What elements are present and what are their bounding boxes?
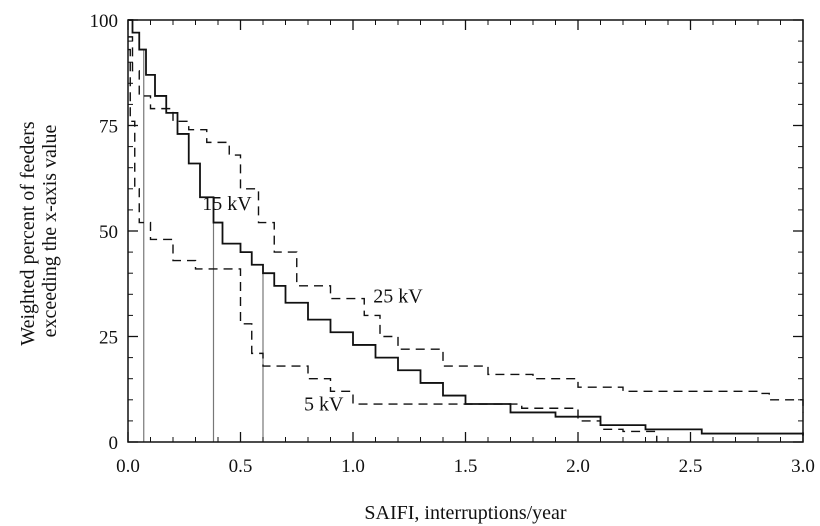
- series-labels: 15 kV 25 kV 5 kV: [202, 193, 423, 415]
- plot-frame: [127, 19, 804, 443]
- x-tick-label: 2.5: [679, 456, 703, 477]
- series-label-25-kv: 25 kV: [373, 286, 423, 308]
- y-axis-title-line-1: Weighted percent of feeders: [17, 121, 39, 346]
- x-axis-title: SAIFI, interruptions/year: [364, 502, 567, 524]
- y-axis-title: Weighted percent of feeders exceeding th…: [17, 116, 61, 345]
- y-tick-label: 50: [99, 222, 118, 243]
- y-tick-label: 25: [99, 328, 118, 349]
- series-line-5-kv: [128, 48, 658, 442]
- y-tick-label: 100: [90, 11, 119, 32]
- series-label-5-kv: 5 kV: [304, 393, 344, 415]
- tick-labels: 0.0 0.5 1.0 1.5 2.0 2.5 3.0 0 25 50 75 100: [90, 11, 815, 477]
- y-tick-label: 75: [99, 117, 118, 138]
- series-line-25-kv: [128, 36, 804, 413]
- x-tick-label: 2.0: [566, 456, 590, 477]
- x-tick-label: 1.5: [454, 456, 478, 477]
- y-axis-title-line-2: exceeding the x-axis value: [39, 125, 61, 338]
- x-tick-label: 0.5: [229, 456, 253, 477]
- x-tick-label: 3.0: [791, 456, 815, 477]
- series-label-15-kv: 15 kV: [202, 193, 252, 215]
- x-tick-label: 0.0: [116, 456, 140, 477]
- series-line-15-kv: [128, 19, 804, 436]
- series-lines: [128, 19, 804, 442]
- x-tick-label: 1.0: [341, 456, 365, 477]
- y-tick-label: 0: [109, 433, 119, 454]
- axis-ticks: [127, 19, 804, 443]
